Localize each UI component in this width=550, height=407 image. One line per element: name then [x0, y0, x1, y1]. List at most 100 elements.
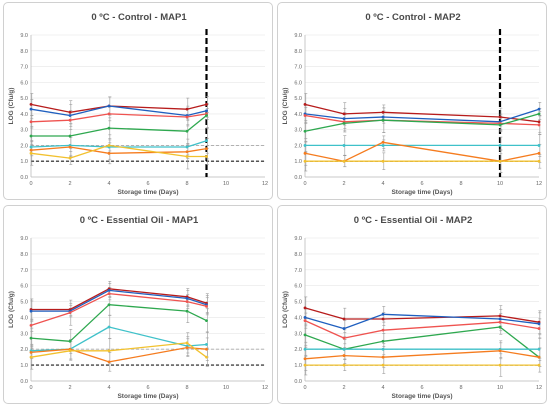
y-tick-label: 9.0: [20, 236, 28, 242]
data-point-green: [303, 129, 307, 133]
y-tick-label: 9.0: [294, 33, 302, 39]
y-tick-label: 4.0: [20, 315, 28, 321]
chart-essential-oil-map1: 0 ºC - Essential Oil - MAP1 0.0 1.0 2.0 3.0 4…: [8, 215, 268, 400]
y-tick-label: 6.0: [294, 284, 302, 290]
x-tick-label: 10: [497, 385, 503, 391]
chart-panel-control-map2: 0 ºC - Control - MAP2 0.0 1.0 2.0 3.0 4.0 5.0 6…: [277, 2, 547, 200]
x-tick-label: 0: [303, 181, 306, 187]
x-tick-label: 2: [342, 385, 345, 391]
data-point-green: [29, 134, 33, 138]
data-point-red: [381, 328, 385, 332]
data-point-yellow: [205, 155, 208, 158]
data-point-orange: [205, 147, 208, 151]
data-point-cyan: [537, 144, 541, 147]
data-point-yellow: [498, 159, 502, 163]
series-line-cyan: [30, 326, 207, 352]
data-point-blue: [537, 107, 541, 111]
x-tick-label: 6: [146, 385, 149, 391]
y-tick-label: 5.0: [294, 96, 302, 102]
data-point-green: [498, 325, 502, 329]
y-tick-label: 4.0: [294, 315, 302, 321]
chart-title: 0 ºC - Control - MAP2: [365, 12, 460, 23]
y-tick-label: 2.0: [20, 143, 28, 149]
data-point-yellow: [381, 363, 385, 367]
data-point-cyan: [205, 343, 208, 346]
y-tick-label: 0.0: [20, 379, 28, 385]
data-point-dark_red: [498, 314, 502, 318]
data-point-red: [537, 327, 541, 330]
y-tick-label: 8.0: [294, 252, 302, 258]
data-point-orange: [205, 347, 208, 351]
y-tick-label: 8.0: [20, 49, 28, 55]
data-point-orange: [537, 151, 541, 155]
x-tick-label: 10: [497, 181, 503, 187]
x-tick-label: 12: [536, 385, 542, 391]
y-tick-label: 9.0: [20, 33, 28, 39]
x-tick-label: 2: [342, 181, 345, 187]
series-line-cyan: [30, 140, 207, 148]
series-line-blue: [304, 108, 540, 123]
data-point-green: [185, 309, 189, 313]
y-axis-label: LOG (Cfu/g): [8, 291, 15, 328]
data-point-blue: [303, 316, 307, 319]
data-point-green: [185, 129, 189, 133]
data-point-green: [303, 333, 307, 337]
data-point-red: [185, 115, 189, 119]
y-tick-label: 0.0: [20, 175, 28, 181]
series-line-orange: [30, 146, 207, 154]
data-point-red: [537, 123, 541, 127]
y-tick-label: 3.0: [294, 331, 302, 337]
series-line-green: [304, 113, 540, 132]
series-line-dark_red: [30, 103, 207, 113]
y-tick-label: 8.0: [20, 252, 28, 258]
data-point-red: [303, 114, 307, 117]
x-tick-label: 8: [459, 181, 462, 187]
data-point-red: [185, 300, 189, 303]
y-tick-label: 0.0: [294, 379, 302, 385]
y-tick-label: 2.0: [294, 347, 302, 353]
data-point-yellow: [498, 363, 502, 367]
data-point-red: [205, 304, 208, 308]
data-point-red: [107, 292, 111, 296]
data-point-green: [107, 303, 111, 307]
y-tick-label: 2.0: [20, 347, 28, 353]
data-point-green: [68, 134, 72, 138]
data-point-green: [498, 123, 502, 127]
data-point-dark_red: [29, 103, 33, 106]
data-point-yellow: [537, 159, 541, 163]
data-point-red: [342, 336, 346, 340]
data-point-blue: [381, 312, 385, 316]
data-point-dark_red: [537, 120, 541, 124]
x-axis-label: Storage time (Days): [117, 189, 178, 196]
data-point-yellow: [303, 159, 307, 163]
data-point-cyan: [342, 347, 346, 351]
data-point-green: [29, 336, 33, 340]
data-point-blue: [381, 115, 385, 119]
data-point-green: [381, 118, 385, 122]
data-point-green: [342, 121, 346, 125]
chart-essential-oil-map2: 0 ºC - Essential Oil - MAP2 0.0 1.0 2.0 3.0 4…: [282, 215, 542, 400]
x-tick-label: 6: [420, 385, 423, 391]
x-axis-label: Storage time (Days): [117, 393, 178, 400]
chart-panel-control-map1: 0 ºC - Control - MAP1 0.0 1.0 2.0 3.0 4.0 5.0 6…: [3, 2, 273, 200]
data-point-dark_red: [342, 317, 346, 321]
data-point-cyan: [537, 347, 541, 351]
y-tick-label: 5.0: [20, 300, 28, 306]
data-point-green: [537, 112, 541, 116]
x-tick-label: 12: [262, 181, 268, 187]
y-axis-label: LOG (Cfu/g): [8, 88, 15, 125]
data-point-orange: [537, 355, 541, 359]
y-tick-label: 6.0: [20, 284, 28, 290]
y-tick-label: 1.0: [20, 159, 28, 165]
data-point-dark_red: [205, 103, 208, 106]
chart-title: 0 ºC - Essential Oil - MAP1: [80, 215, 199, 226]
y-tick-label: 7.0: [294, 268, 302, 274]
data-point-yellow: [185, 155, 189, 158]
x-tick-label: 4: [107, 181, 110, 187]
data-point-blue: [498, 317, 502, 321]
x-axis-label: Storage time (Days): [391, 393, 452, 400]
data-point-dark_red: [303, 103, 307, 106]
chart-control-map1: 0 ºC - Control - MAP1 0.0 1.0 2.0 3.0 4.0 5.0 6…: [8, 12, 268, 196]
series-line-green: [31, 114, 207, 137]
data-point-orange: [498, 349, 502, 353]
